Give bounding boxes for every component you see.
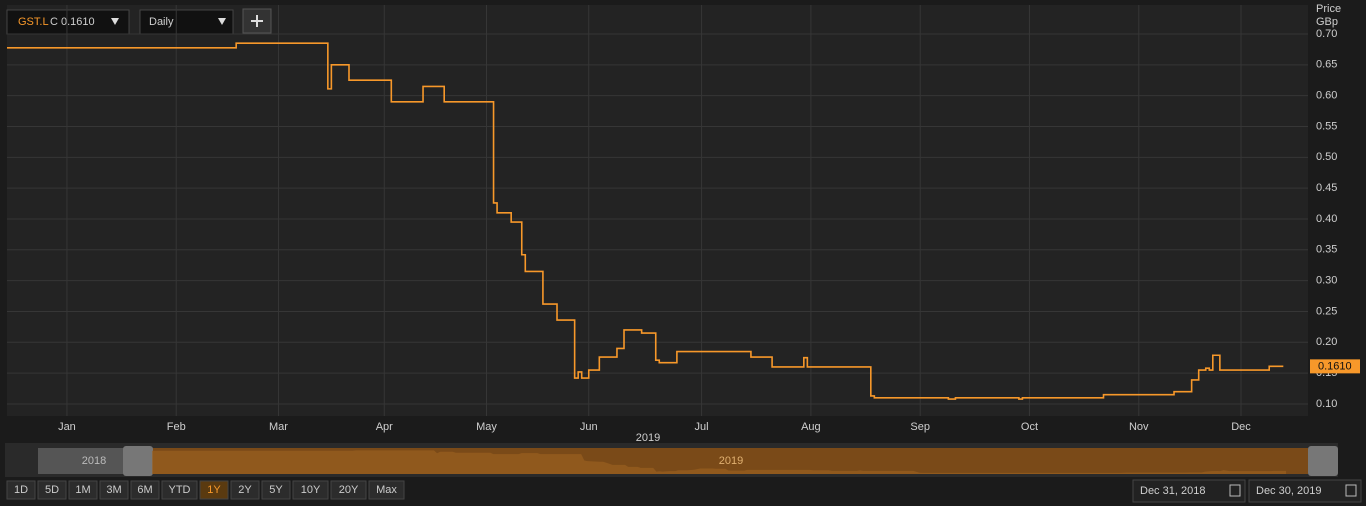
calendar-icon[interactable]: [1229, 484, 1241, 497]
x-tick-label: Dec: [1231, 421, 1251, 433]
range-button[interactable]: [368, 480, 405, 500]
y-tick-label: 0.55: [1316, 120, 1337, 132]
x-tick-label: Nov: [1129, 421, 1149, 433]
range-button-label: YTD: [169, 484, 191, 496]
symbol: GST.L: [18, 16, 49, 28]
y-tick-label: 0.20: [1316, 336, 1337, 348]
range-button[interactable]: [261, 480, 291, 500]
symbol-box[interactable]: [6, 9, 130, 35]
range-button-label: 1D: [14, 484, 28, 496]
x-tick-label: Jul: [695, 421, 709, 433]
range-button-label: 2Y: [238, 484, 252, 496]
last-price-box: [1310, 359, 1360, 374]
range-button[interactable]: [68, 480, 98, 500]
date-box[interactable]: [1248, 479, 1362, 503]
range-button-label: 1M: [75, 484, 90, 496]
range-button-label: 3M: [106, 484, 121, 496]
x-tick-label: Apr: [376, 421, 393, 433]
x-tick-label: Sep: [910, 421, 930, 433]
navigator-area: [152, 450, 1287, 474]
date-box[interactable]: [1132, 479, 1246, 503]
x-tick-label: Jun: [580, 421, 598, 433]
x-tick-label: Jan: [58, 421, 76, 433]
x-tick-label: Aug: [801, 421, 821, 433]
date-label: Dec 30, 2019: [1256, 485, 1321, 497]
toolbar: GST.L C 0.1610 Daily: [6, 8, 272, 35]
y-axis-unit: GBp: [1316, 16, 1338, 28]
y-tick-label: 0.30: [1316, 275, 1337, 287]
x-axis-label: 2019: [636, 432, 660, 444]
quote: C 0.1610: [50, 16, 95, 28]
range-button-label: Max: [376, 484, 397, 496]
interval: Daily: [149, 16, 174, 28]
range-button[interactable]: [130, 480, 160, 500]
navigator-label: 2019: [719, 455, 743, 467]
x-tick-label: Oct: [1021, 421, 1038, 433]
range-button-label: 5Y: [269, 484, 283, 496]
range-button[interactable]: [330, 480, 367, 500]
y-tick-label: 0.70: [1316, 28, 1337, 40]
navigator-label: 2018: [82, 455, 106, 467]
y-tick-label: 0.45: [1316, 182, 1337, 194]
last-price-label: 0.1610: [1318, 360, 1352, 372]
y-axis-label: Price: [1316, 3, 1341, 15]
range-button[interactable]: [161, 480, 198, 500]
range-button[interactable]: [199, 480, 229, 500]
y-tick-label: 0.35: [1316, 244, 1337, 256]
range-button-label: 1Y: [207, 484, 221, 496]
calendar-icon[interactable]: [1345, 484, 1357, 497]
range-button-label: 20Y: [339, 484, 359, 496]
range-button[interactable]: [292, 480, 329, 500]
y-tick-label: 0.40: [1316, 213, 1337, 225]
x-tick-label: Feb: [167, 421, 186, 433]
price-line: [7, 42, 1284, 400]
navigator-handle[interactable]: [123, 446, 153, 476]
y-tick-label: 0.10: [1316, 398, 1337, 410]
range-button[interactable]: [37, 480, 67, 500]
x-tick-label: May: [476, 421, 497, 433]
y-tick-label: 0.50: [1316, 151, 1337, 163]
range-button[interactable]: [230, 480, 260, 500]
date-label: Dec 31, 2018: [1140, 485, 1205, 497]
range-button-label: 6M: [137, 484, 152, 496]
plus-icon: [251, 15, 263, 27]
dropdown-arrow[interactable]: [111, 18, 119, 25]
y-tick-label: 0.60: [1316, 90, 1337, 102]
x-tick-label: Mar: [269, 421, 288, 433]
plot-area: [7, 5, 1308, 416]
navigator-handle[interactable]: [1308, 446, 1338, 476]
range-button[interactable]: [6, 480, 36, 500]
navigator-past: [38, 448, 124, 474]
range-button-label: 10Y: [301, 484, 321, 496]
range-button[interactable]: [99, 480, 129, 500]
y-tick-label: 0.65: [1316, 59, 1337, 71]
range-button-label: 5D: [45, 484, 59, 496]
dropdown-arrow[interactable]: [218, 18, 226, 25]
y-tick-label: 0.25: [1316, 305, 1337, 317]
